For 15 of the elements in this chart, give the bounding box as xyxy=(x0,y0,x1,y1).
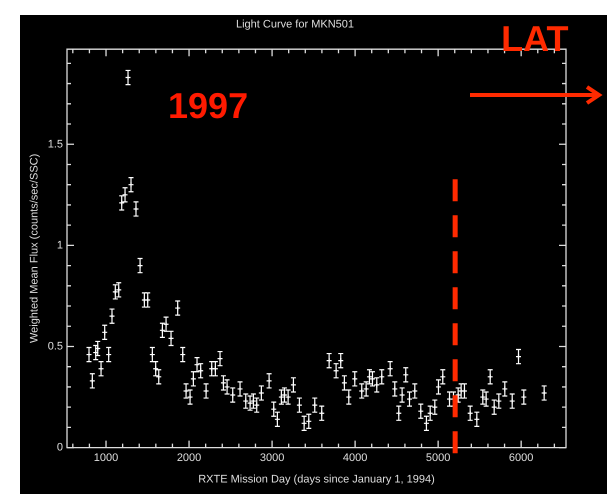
x-tick-label: 3000 xyxy=(260,452,284,464)
x-tick-label: 2000 xyxy=(176,452,202,464)
y-tick-label: 0 xyxy=(56,442,63,454)
x-tick-label: 6000 xyxy=(508,452,534,464)
y-tick-label: 1.5 xyxy=(48,138,63,150)
x-tick-label: 4000 xyxy=(342,452,368,464)
x-tick-label: 5000 xyxy=(426,452,450,464)
y-tick-label: 0.5 xyxy=(48,340,63,353)
x-tick-label: 1000 xyxy=(94,452,118,464)
y-axis-title: Weighted Mean Flux (counts/sec/SSC) xyxy=(28,154,41,344)
annotation: 1997 xyxy=(168,84,248,126)
ref-line-label: LAT xyxy=(501,18,568,59)
y-tick-label: 1 xyxy=(56,239,63,252)
x-axis-title: RXTE Mission Day (days since January 1, 1994) xyxy=(198,473,435,486)
chart-title: Light Curve for MKN501 xyxy=(236,18,354,31)
